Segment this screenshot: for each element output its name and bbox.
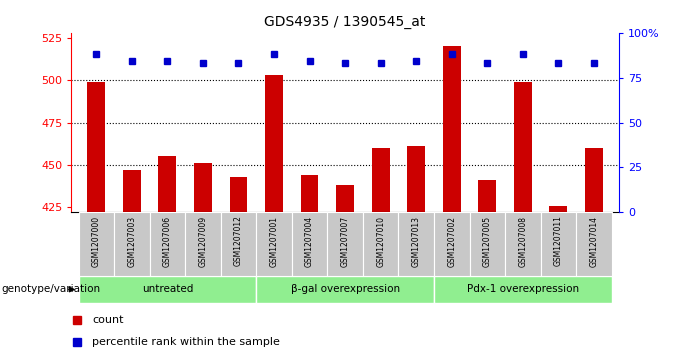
Bar [372,148,390,212]
Text: GSM1207008: GSM1207008 [518,216,527,266]
Text: GSM1207002: GSM1207002 [447,216,456,266]
Bar [78,212,114,276]
Text: GSM1207007: GSM1207007 [341,216,350,267]
Bar [479,180,496,212]
Bar [505,212,541,276]
Text: count: count [92,315,124,325]
Bar [158,156,176,212]
Bar [185,212,221,276]
Bar [469,212,505,276]
Text: GSM1207009: GSM1207009 [199,216,207,267]
Text: percentile rank within the sample: percentile rank within the sample [92,337,280,347]
Text: GSM1207010: GSM1207010 [376,216,385,266]
Bar [256,212,292,276]
Bar [256,276,434,303]
Bar [301,175,318,212]
Text: GSM1207011: GSM1207011 [554,216,563,266]
Bar [434,212,469,276]
Text: GSM1207014: GSM1207014 [590,216,598,266]
Bar [363,212,398,276]
Text: GSM1207001: GSM1207001 [269,216,279,266]
Text: GSM1207003: GSM1207003 [127,216,136,267]
Bar [443,46,460,212]
Text: GSM1207004: GSM1207004 [305,216,314,267]
Bar [114,212,150,276]
Bar [292,212,327,276]
Bar [123,170,141,212]
Bar [585,148,602,212]
Bar [336,185,354,212]
Bar [194,163,211,212]
Text: genotype/variation: genotype/variation [1,285,101,294]
Bar [221,212,256,276]
Bar [541,212,576,276]
Bar [514,82,532,212]
Bar [150,212,185,276]
Bar [398,212,434,276]
Bar [230,177,248,212]
Bar [549,205,567,212]
Bar [407,146,425,212]
Text: GSM1207013: GSM1207013 [411,216,421,266]
Text: GSM1207005: GSM1207005 [483,216,492,267]
Text: untreated: untreated [141,285,193,294]
Bar [265,75,283,212]
Bar [78,276,256,303]
Bar [88,82,105,212]
Bar [576,212,612,276]
Bar [434,276,612,303]
Text: Pdx-1 overexpression: Pdx-1 overexpression [466,285,579,294]
Bar [327,212,363,276]
Text: GSM1207006: GSM1207006 [163,216,172,267]
Text: GSM1207012: GSM1207012 [234,216,243,266]
Text: GSM1207000: GSM1207000 [92,216,101,267]
Text: β-gal overexpression: β-gal overexpression [290,285,400,294]
Title: GDS4935 / 1390545_at: GDS4935 / 1390545_at [265,15,426,29]
